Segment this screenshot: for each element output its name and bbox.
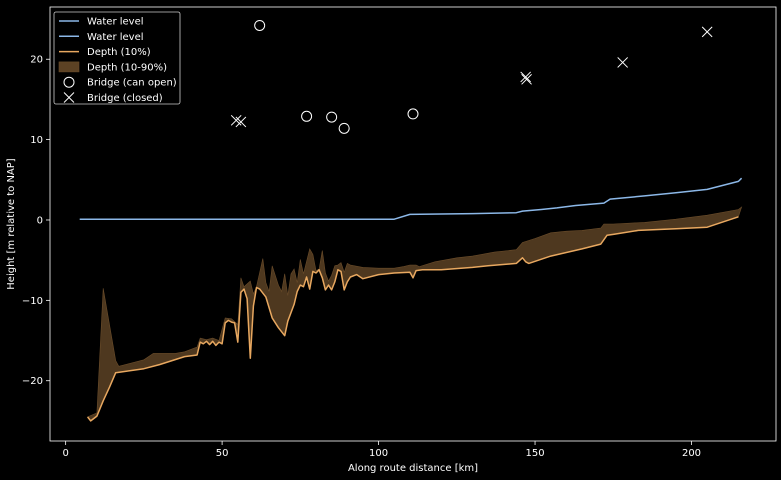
y-tick-label-10: 10 (30, 135, 43, 146)
legend-entry-4: Bridge (can open) (63, 76, 177, 89)
legend-entry-2: Depth (10%) (59, 47, 151, 58)
y-tick-label-20: 20 (30, 55, 43, 66)
legend-label-5: Bridge (closed) (87, 93, 163, 104)
legend-label-3: Depth (10-90%) (87, 62, 167, 73)
legend-circle-marker (63, 76, 75, 88)
bridge-can-open-marker-0 (254, 19, 266, 31)
x-tick-label-100: 100 (369, 448, 388, 459)
bridge-can-open-marker-2 (326, 111, 338, 123)
y-tick-label--10: −10 (22, 296, 43, 307)
legend-patch-swatch (58, 61, 80, 73)
legend-entry-1: Water level (59, 32, 144, 43)
legend-entry-0: Water level (59, 17, 144, 28)
bridge-closed-marker-4 (617, 57, 629, 68)
bridge-closed-marker-3 (521, 73, 532, 85)
legend-label-1: Water level (87, 32, 144, 43)
bridge-can-open-marker-3 (338, 122, 350, 134)
x-tick-label-0: 0 (62, 448, 68, 459)
y-axis-label: Height [m relative to NAP] (6, 158, 17, 290)
y-tick-label--20: −20 (22, 376, 43, 387)
legend-box (53, 11, 181, 105)
x-axis-label: Along route distance [km] (348, 463, 478, 474)
legend-label-4: Bridge (can open) (87, 78, 177, 89)
water-level-line (79, 177, 743, 220)
bridge-can-open-marker-1 (301, 110, 313, 122)
legend-label-2: Depth (10%) (87, 47, 151, 58)
x-tick-label-150: 150 (525, 448, 544, 459)
legend-entry-3: Depth (10-90%) (58, 61, 167, 73)
legend: Water level Water level Depth (10%) Depth (… (53, 11, 181, 105)
legend-cross-marker (63, 92, 75, 103)
bridge-closed-marker-2 (520, 71, 532, 83)
bridge-closed-marker-5 (701, 26, 713, 38)
legend-entry-5: Bridge (closed) (63, 92, 163, 104)
y-tick-label-0: 0 (37, 215, 43, 226)
axes-ticks: 0 50 100 150 200 −20 −10 0 10 20 (22, 55, 701, 459)
plot-frame (49, 6, 777, 442)
bridge-can-open-marker-4 (407, 108, 419, 120)
plot-area (79, 19, 743, 422)
depth-10-line (87, 216, 739, 422)
x-tick-label-50: 50 (216, 448, 229, 459)
bridge-closed-marker-1 (235, 116, 247, 128)
legend-label-0: Water level (87, 17, 144, 28)
x-tick-label-200: 200 (682, 448, 701, 459)
